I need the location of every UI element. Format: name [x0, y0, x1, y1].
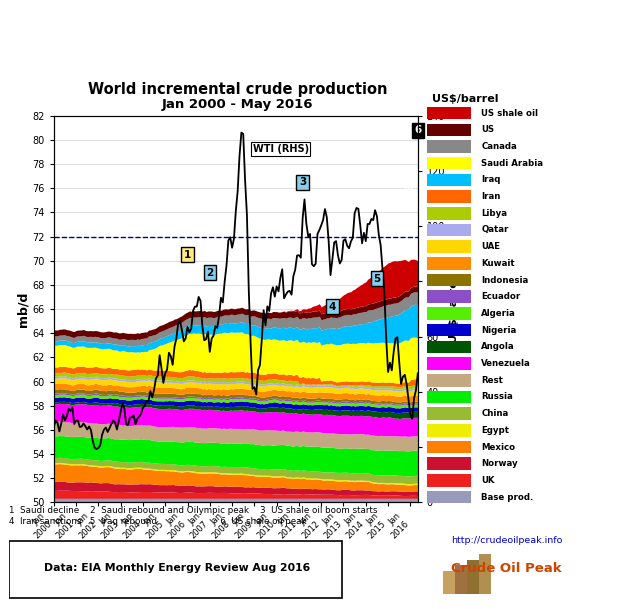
Text: Iraq: Iraq — [481, 175, 501, 185]
Text: US shale oil: US shale oil — [481, 108, 538, 118]
Text: 1: 1 — [184, 250, 191, 259]
Text: Base prod.: Base prod. — [481, 493, 534, 502]
Bar — [427, 191, 471, 203]
Text: Kuwait: Kuwait — [481, 259, 515, 268]
Bar — [467, 560, 479, 594]
Text: Crude Oil Peak: Crude Oil Peak — [451, 563, 561, 576]
Text: 1  Saudi decline    2  Saudi rebound and Oilympic peak    3  US shale oil boom s: 1 Saudi decline 2 Saudi rebound and Oily… — [9, 506, 378, 515]
Text: Venezuela: Venezuela — [481, 359, 531, 368]
Text: Ecuador: Ecuador — [481, 292, 520, 301]
Bar — [427, 457, 471, 470]
Text: WTI (RHS): WTI (RHS) — [253, 144, 309, 154]
Bar — [427, 340, 471, 353]
Bar — [427, 357, 471, 370]
Text: Egypt: Egypt — [481, 426, 509, 435]
Bar — [427, 374, 471, 387]
Text: World incremental crude production: World incremental crude production — [87, 82, 387, 97]
Bar — [427, 124, 471, 136]
Bar — [427, 474, 471, 487]
Text: oil: oil — [401, 185, 415, 196]
Text: shale: shale — [404, 164, 433, 178]
Bar — [427, 491, 471, 504]
Text: 4: 4 — [329, 301, 336, 312]
Text: Mexico: Mexico — [481, 443, 515, 451]
Text: Indonesia: Indonesia — [481, 275, 529, 284]
Text: China: China — [481, 409, 508, 418]
Text: Canada: Canada — [481, 142, 517, 151]
Bar — [427, 224, 471, 236]
Bar — [479, 554, 491, 594]
FancyBboxPatch shape — [9, 541, 342, 598]
Text: Angola: Angola — [481, 342, 515, 351]
Bar — [427, 257, 471, 270]
Text: Russia: Russia — [481, 392, 513, 401]
Text: 4  Iran sanctions   5  Iraq rebound                       6  US shale oil peak: 4 Iran sanctions 5 Iraq rebound 6 US sha… — [9, 517, 307, 526]
Y-axis label: mb/d: mb/d — [16, 291, 30, 327]
Text: UK: UK — [481, 476, 495, 485]
Bar — [427, 407, 471, 420]
Bar — [427, 157, 471, 169]
Bar — [427, 207, 471, 219]
Text: 5: 5 — [373, 274, 380, 284]
Text: US$/barrel: US$/barrel — [432, 94, 498, 104]
Text: Norway: Norway — [481, 459, 518, 468]
Text: US: US — [481, 125, 494, 135]
Bar — [427, 140, 471, 153]
Bar — [427, 241, 471, 253]
Bar — [427, 441, 471, 453]
Text: http://crudeoilpeak.info: http://crudeoilpeak.info — [451, 537, 562, 545]
Text: Libya: Libya — [481, 209, 507, 218]
Text: 6: 6 — [414, 125, 422, 135]
Bar — [455, 565, 467, 594]
Bar — [427, 424, 471, 437]
Text: Data: EIA Monthly Energy Review Aug 2016: Data: EIA Monthly Energy Review Aug 2016 — [44, 563, 310, 573]
Bar — [427, 107, 471, 119]
Bar — [427, 290, 471, 303]
Bar — [443, 571, 455, 594]
Text: Nigeria: Nigeria — [481, 326, 517, 335]
Bar — [427, 274, 471, 286]
Bar — [427, 391, 471, 403]
Text: Qatar: Qatar — [481, 225, 508, 234]
Text: UAE: UAE — [481, 242, 500, 251]
Text: Rest: Rest — [481, 376, 503, 385]
Text: Iran: Iran — [481, 192, 501, 201]
Text: 3: 3 — [299, 177, 306, 187]
Text: 2: 2 — [206, 268, 213, 278]
Y-axis label: US$/barrel: US$/barrel — [448, 276, 458, 342]
Text: Algeria: Algeria — [481, 309, 516, 318]
Bar — [427, 307, 471, 320]
Text: Saudi Arabia: Saudi Arabia — [481, 159, 543, 167]
Bar — [427, 174, 471, 186]
Bar — [427, 324, 471, 336]
Text: Jan 2000 - May 2016: Jan 2000 - May 2016 — [161, 98, 313, 111]
